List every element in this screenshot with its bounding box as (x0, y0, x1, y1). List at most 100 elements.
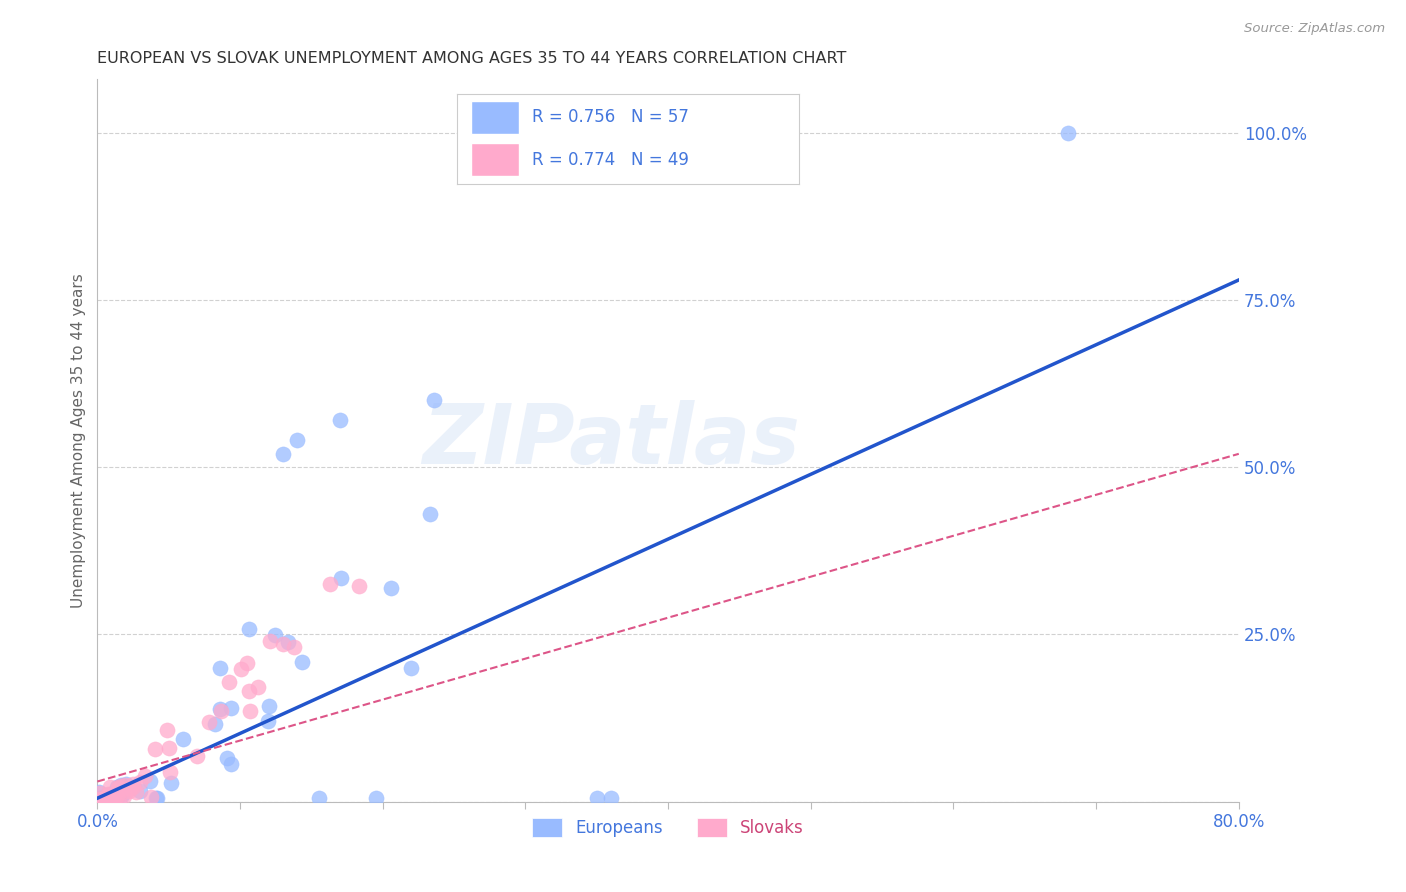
Point (96, 788, 118, 802)
Point (87, 786, 110, 800)
Point (143, 742, 166, 756)
Point (121, 780, 143, 794)
Point (111, 779, 134, 793)
Point (273, 637, 295, 651)
Point (1056, 126, 1078, 140)
Point (103, 788, 125, 802)
Point (118, 784, 141, 798)
Point (186, 749, 208, 764)
Point (229, 662, 252, 676)
Point (329, 571, 352, 585)
Point (423, 393, 446, 408)
Text: EUROPEAN VS SLOVAK UNEMPLOYMENT AMONG AGES 35 TO 44 YEARS CORRELATION CHART: EUROPEAN VS SLOVAK UNEMPLOYMENT AMONG AG… (97, 51, 846, 66)
Point (90, 791, 112, 805)
Point (103, 789, 125, 803)
Y-axis label: Unemployment Among Ages 35 to 44 years: Unemployment Among Ages 35 to 44 years (72, 273, 86, 607)
Point (236, 656, 259, 670)
Text: Source: ZipAtlas.com: Source: ZipAtlas.com (1244, 22, 1385, 36)
Point (111, 789, 134, 803)
Point (419, 507, 441, 521)
Point (89, 794, 111, 808)
Point (204, 716, 226, 731)
Point (90, 794, 112, 808)
Point (108, 781, 131, 796)
Point (219, 701, 242, 715)
Point (108, 789, 131, 804)
Point (380, 581, 402, 595)
Point (105, 786, 128, 800)
Point (238, 623, 260, 637)
Point (87, 794, 110, 808)
Point (198, 714, 221, 729)
Point (115, 777, 138, 791)
Point (87, 794, 110, 808)
Point (107, 780, 129, 794)
Point (90, 794, 112, 808)
Point (89, 794, 111, 808)
Point (208, 661, 231, 675)
Point (114, 789, 136, 803)
Point (308, 791, 330, 805)
Point (145, 791, 167, 805)
Point (159, 764, 181, 779)
Point (217, 751, 239, 765)
Point (101, 794, 124, 808)
Point (209, 702, 232, 716)
Point (146, 791, 169, 805)
Point (105, 789, 128, 803)
Point (98, 791, 121, 805)
Point (238, 684, 260, 698)
Point (98, 788, 121, 802)
Point (218, 675, 240, 690)
Point (172, 732, 194, 747)
Point (110, 778, 132, 792)
Point (122, 777, 145, 791)
Point (141, 789, 163, 804)
Point (100, 794, 122, 808)
Point (89, 794, 111, 808)
Point (129, 775, 152, 789)
Point (94, 793, 117, 807)
Point (157, 741, 180, 756)
Point (283, 640, 305, 654)
Point (96, 791, 118, 805)
Point (98, 791, 121, 805)
Point (103, 792, 125, 806)
Point (239, 704, 262, 718)
Point (103, 788, 125, 802)
Point (264, 627, 287, 641)
Point (600, 791, 623, 805)
Point (285, 434, 308, 448)
Point (89, 792, 111, 806)
Point (93, 794, 115, 808)
Point (118, 781, 141, 796)
Point (125, 785, 148, 799)
Point (107, 793, 129, 807)
Legend: Europeans, Slovaks: Europeans, Slovaks (526, 811, 810, 844)
Point (347, 579, 370, 593)
Point (364, 791, 387, 805)
Point (90, 789, 112, 804)
Point (319, 577, 342, 591)
Point (97, 787, 120, 801)
Point (91, 794, 114, 808)
Point (87, 785, 110, 799)
Point (134, 769, 156, 783)
Point (329, 413, 352, 427)
Point (108, 782, 131, 797)
Point (160, 775, 183, 789)
Point (291, 655, 314, 669)
Point (105, 780, 128, 794)
Point (98, 789, 121, 803)
Point (118, 781, 141, 796)
Point (90, 794, 112, 808)
Point (209, 704, 232, 718)
Point (257, 714, 280, 729)
Point (87, 791, 110, 805)
Text: ZIPatlas: ZIPatlas (422, 400, 800, 481)
Point (104, 787, 127, 801)
Point (110, 780, 132, 794)
Point (114, 778, 136, 792)
Point (87, 792, 110, 806)
Point (219, 756, 242, 771)
